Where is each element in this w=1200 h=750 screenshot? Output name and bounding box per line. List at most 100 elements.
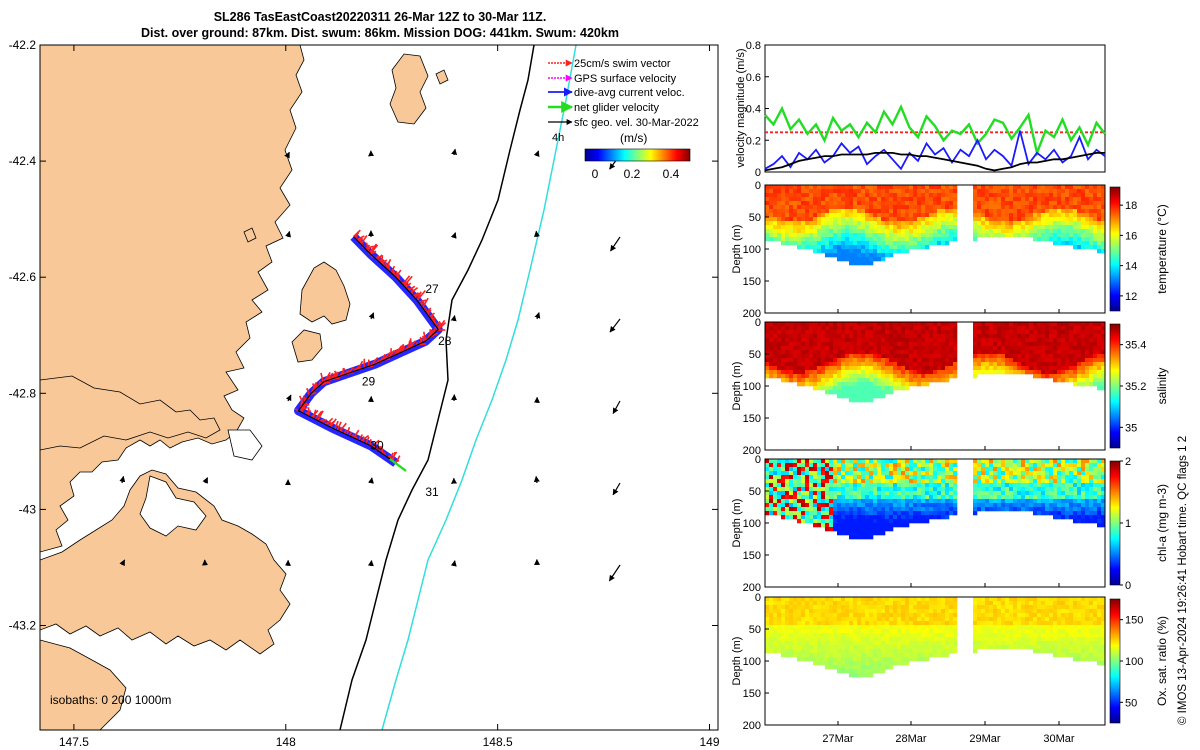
section-cell <box>873 205 878 210</box>
section-cell <box>1077 193 1082 198</box>
section-cell <box>945 609 950 614</box>
section-cell <box>1013 330 1018 335</box>
section-cell <box>1033 370 1038 375</box>
section-cell <box>873 394 878 399</box>
section-cell <box>973 645 978 650</box>
section-cell <box>1033 499 1038 504</box>
section-cell <box>1009 637 1014 642</box>
section-cell <box>1001 499 1006 504</box>
section-cell <box>853 499 858 504</box>
section-cell <box>1085 322 1090 327</box>
section-cell <box>989 213 994 218</box>
colorbar-tick-label: 16 <box>1125 230 1137 242</box>
section-cell <box>817 346 822 351</box>
section-cell <box>993 483 998 488</box>
section-cell <box>945 237 950 242</box>
section-cell <box>997 605 1002 610</box>
section-cell <box>769 197 774 202</box>
section-cell <box>901 233 906 238</box>
section-cell <box>785 613 790 618</box>
section-cell <box>1021 507 1026 512</box>
section-cell <box>813 471 818 476</box>
section-cell <box>889 605 894 610</box>
section-cell <box>913 209 918 214</box>
section-cell <box>821 657 826 662</box>
section-cell <box>1089 507 1094 512</box>
section-cell <box>817 601 822 606</box>
section-cell <box>829 609 834 614</box>
section-cell <box>793 475 798 480</box>
section-cell <box>797 233 802 238</box>
section-cell <box>1069 507 1074 512</box>
section-cell <box>869 338 874 343</box>
section-cell <box>1049 330 1054 335</box>
section-cell <box>785 499 790 504</box>
section-cell <box>777 346 782 351</box>
section-cell <box>985 617 990 622</box>
section-cell <box>805 459 810 464</box>
section-cell <box>973 237 978 242</box>
section-cell <box>881 205 886 210</box>
section-cell <box>1081 479 1086 484</box>
section-cell <box>1005 334 1010 339</box>
section-cell <box>805 479 810 484</box>
section-cell <box>881 519 886 524</box>
section-cell <box>789 221 794 226</box>
section-cell <box>989 346 994 351</box>
section-cell <box>889 629 894 634</box>
section-cell <box>901 613 906 618</box>
section-cell <box>813 633 818 638</box>
section-cell <box>1029 205 1034 210</box>
section-cell <box>821 653 826 658</box>
section-cell <box>765 213 770 218</box>
section-cell <box>945 334 950 339</box>
section-cell <box>781 625 786 630</box>
section-cell <box>937 459 942 464</box>
section-cell <box>933 322 938 327</box>
section-cell <box>793 463 798 468</box>
section-cell <box>829 661 834 666</box>
section-cell <box>933 499 938 504</box>
section-cell <box>901 483 906 488</box>
section-cell <box>909 342 914 347</box>
section-cell <box>929 609 934 614</box>
section-cell <box>821 523 826 528</box>
section-cell <box>893 201 898 206</box>
section-cell <box>769 613 774 618</box>
section-cell <box>977 609 982 614</box>
section-cell <box>985 495 990 500</box>
section-cell <box>793 467 798 472</box>
section-cell <box>1101 221 1106 226</box>
section-cell <box>833 613 838 618</box>
section-cell <box>773 209 778 214</box>
section-cell <box>1057 491 1062 496</box>
section-cell <box>1025 475 1030 480</box>
section-cell <box>1017 209 1022 214</box>
section-cell <box>905 346 910 351</box>
section-cell <box>845 499 850 504</box>
section-cell <box>837 338 842 343</box>
section-cell <box>973 229 978 234</box>
section-cell <box>873 229 878 234</box>
section-cell <box>845 245 850 250</box>
section-cell <box>857 653 862 658</box>
section-cell <box>893 483 898 488</box>
section-cell <box>797 519 802 524</box>
section-cell <box>829 225 834 230</box>
section-cell <box>1017 495 1022 500</box>
section-cell <box>845 330 850 335</box>
section-cell <box>861 209 866 214</box>
section-cell <box>769 625 774 630</box>
section-cell <box>917 233 922 238</box>
section-cell <box>913 370 918 375</box>
section-cell <box>849 225 854 230</box>
section-cell <box>997 189 1002 194</box>
section-cell <box>1017 334 1022 339</box>
section-cell <box>1013 197 1018 202</box>
section-cell <box>809 621 814 626</box>
section-cell <box>1089 330 1094 335</box>
section-cell <box>997 229 1002 234</box>
section-cell <box>1065 366 1070 371</box>
section-cell <box>1037 334 1042 339</box>
section-cell <box>845 374 850 379</box>
